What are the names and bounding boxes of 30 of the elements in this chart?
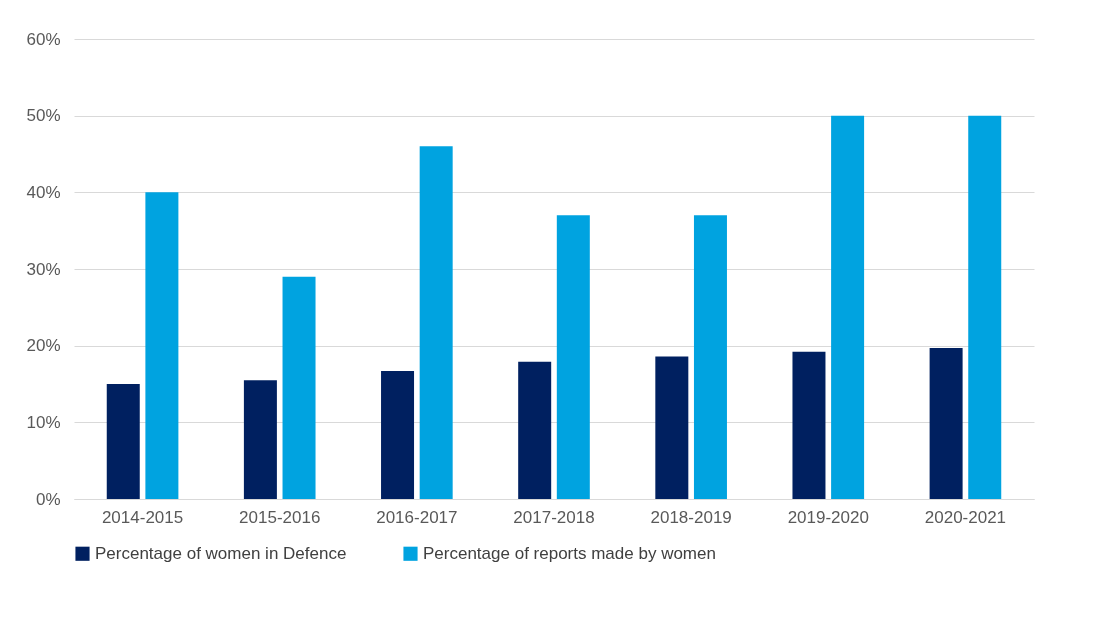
y-tick-label: 60% (26, 29, 61, 49)
x-tick-label: 2016-2017 (376, 507, 458, 527)
bar (106, 384, 140, 499)
bar (518, 361, 552, 499)
y-tick-label: 10% (26, 412, 61, 432)
x-tick-label: 2020-2021 (924, 507, 1007, 527)
bar (243, 380, 277, 499)
x-tick-label: 2018-2019 (650, 507, 732, 527)
bar (693, 215, 727, 499)
bar (655, 356, 689, 499)
x-tick-label: 2017-2018 (513, 507, 595, 527)
bar (556, 215, 590, 499)
bar (831, 115, 865, 499)
bar (929, 347, 963, 499)
y-tick-label: 0% (35, 489, 61, 509)
bar (792, 351, 826, 499)
y-tick-label: 50% (26, 106, 61, 126)
x-tick-label: 2019-2020 (787, 507, 869, 527)
bar (282, 276, 316, 499)
y-tick-label: 30% (26, 259, 61, 279)
legend-label: Percentage of women in Defence (95, 543, 347, 563)
bar (968, 115, 1002, 499)
x-tick-label: 2015-2016 (239, 507, 321, 527)
bar (381, 370, 415, 499)
bar (145, 192, 179, 499)
legend-label: Percentage of reports made by women (423, 543, 716, 563)
bar (419, 146, 453, 499)
y-tick-label: 20% (26, 336, 61, 356)
x-tick-label: 2014-2015 (101, 507, 184, 527)
y-tick-label: 40% (26, 182, 61, 202)
